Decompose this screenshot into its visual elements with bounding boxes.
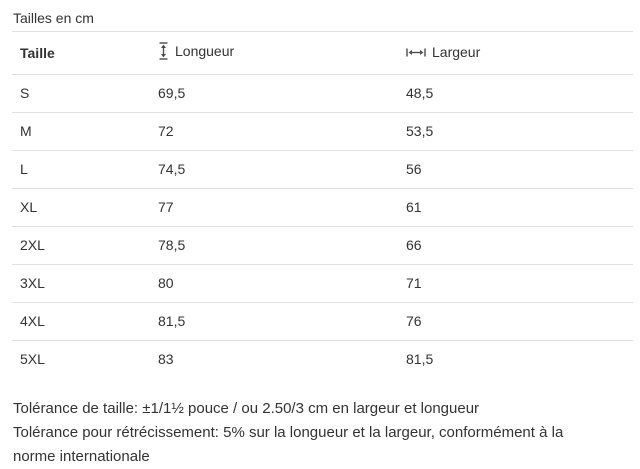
width-cell: 81,5 (406, 351, 434, 367)
table-row: 5XL 83 81,5 (12, 341, 633, 379)
column-header-size: Taille (12, 31, 150, 75)
table-row: 3XL 80 71 (12, 264, 633, 303)
table-row: S 69,5 48,5 (12, 74, 633, 113)
length-cell: 83 (158, 351, 174, 367)
width-cell: 48,5 (398, 74, 633, 113)
size-cell: 2XL (12, 226, 150, 265)
size-chart-title: Tailles en cm (13, 10, 94, 26)
column-header-width: Largeur (398, 31, 633, 75)
tolerance-shrinkage-note: Tolérance pour rétrécissement: 5% sur la… (13, 424, 564, 465)
column-header-length: Longueur (150, 31, 398, 75)
column-header-length-label: Longueur (175, 42, 235, 59)
header-row: Taille Longueur (12, 31, 633, 75)
width-cell: 53,5 (398, 112, 633, 151)
size-cell: XL (12, 188, 150, 227)
length-cell: 69,5 (150, 74, 398, 113)
width-cell: 61 (398, 188, 633, 227)
size-table-body: S 69,5 48,5 M 72 53,5 L 74,5 56 XL 77 61… (12, 74, 633, 379)
size-cell: 3XL (12, 264, 150, 303)
length-measure-icon (158, 42, 169, 60)
width-cell: 71 (398, 264, 633, 303)
size-table-header: Taille Longueur (12, 31, 633, 75)
table-row: L 74,5 56 (12, 150, 633, 189)
size-cell: L (12, 150, 150, 189)
width-cell: 66 (398, 226, 633, 265)
length-cell: 74,5 (150, 150, 398, 189)
size-cell: M (12, 112, 150, 151)
table-row: XL 77 61 (12, 188, 633, 227)
width-measure-icon (406, 47, 426, 58)
size-cell: 4XL (12, 302, 150, 341)
table-row: 2XL 78,5 66 (12, 226, 633, 265)
table-row: 4XL 81,5 76 (12, 302, 633, 341)
length-cell: 77 (150, 188, 398, 227)
length-cell: 78,5 (150, 226, 398, 265)
size-table: Taille Longueur (12, 31, 633, 378)
length-cell: 80 (150, 264, 398, 303)
tolerance-size-note: Tolérance de taille: ±1/1½ pouce / ou 2.… (13, 400, 480, 417)
size-cell: 5XL (20, 351, 45, 367)
length-cell: 81,5 (150, 302, 398, 341)
column-header-width-label: Largeur (432, 44, 481, 60)
table-row: M 72 53,5 (12, 112, 633, 151)
width-cell: 76 (398, 302, 633, 341)
size-cell: S (12, 74, 150, 113)
tolerance-notes: Tolérance de taille: ±1/1½ pouce / ou 2.… (13, 397, 608, 469)
length-cell: 72 (150, 112, 398, 151)
width-cell: 56 (398, 150, 633, 189)
